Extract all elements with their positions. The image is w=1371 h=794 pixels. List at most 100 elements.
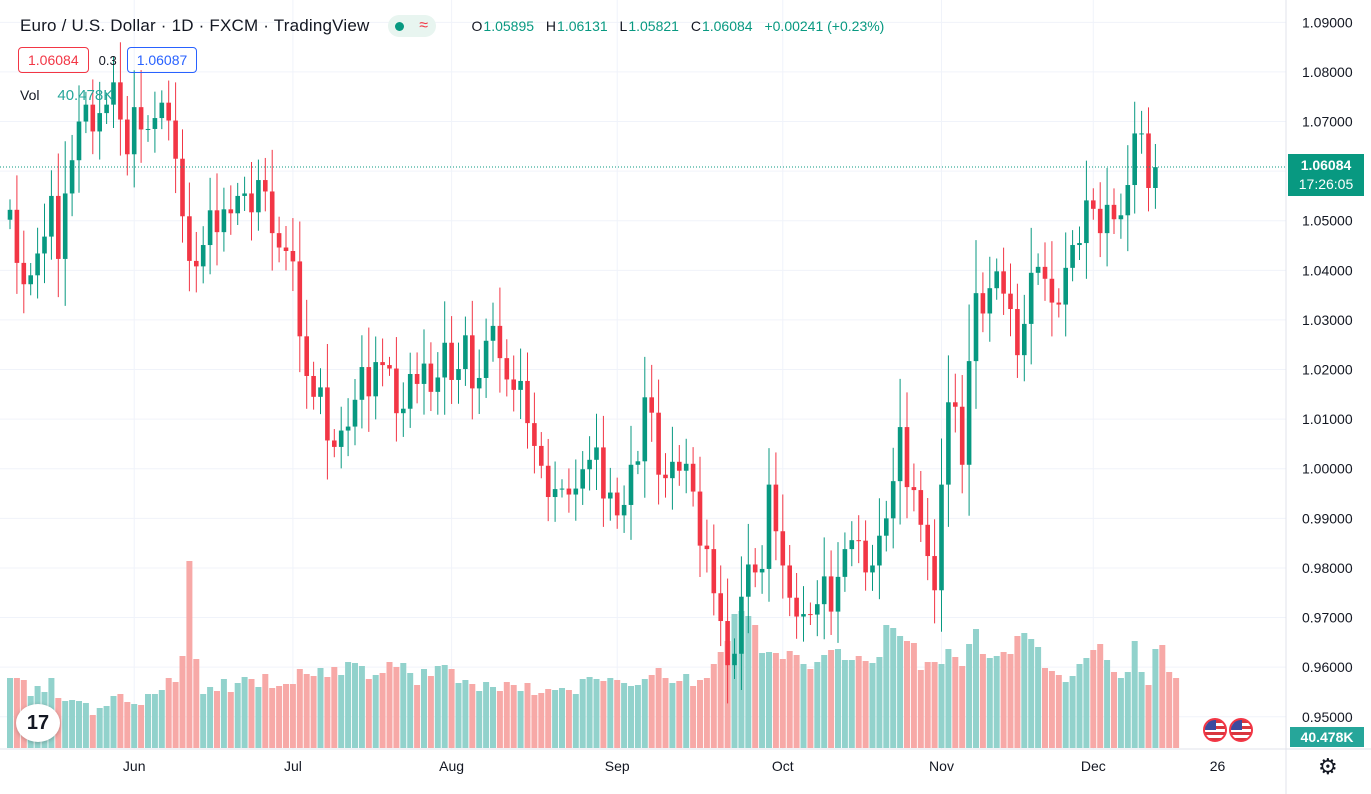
volume-bar: [800, 664, 807, 748]
market-open-dot-icon: [395, 21, 405, 31]
price-tick-label: 0.98000: [1302, 560, 1353, 576]
candle-body: [414, 374, 420, 384]
quote-row: 1.06084 0.3 1.06087: [18, 47, 198, 73]
volume-bar: [255, 687, 262, 748]
volume-bar: [234, 683, 241, 748]
volume-bar: [628, 686, 634, 748]
candle-body: [256, 180, 261, 213]
volume-bar: [986, 658, 993, 748]
volume-bar: [586, 677, 593, 748]
candle-body: [428, 363, 434, 392]
volume-bar: [517, 691, 524, 748]
volume-bar: [890, 628, 897, 748]
candle-body: [1001, 271, 1006, 294]
volume-bar: [200, 694, 207, 748]
candle-body: [828, 576, 834, 612]
volume-bar: [924, 662, 931, 748]
volume-bar: [483, 682, 490, 748]
candle-body: [918, 490, 924, 525]
candle-body: [980, 293, 986, 314]
candle-body: [732, 653, 737, 666]
volume-bar: [1062, 682, 1069, 748]
gear-icon[interactable]: ⚙: [1318, 754, 1338, 779]
sell-button[interactable]: 1.06084: [18, 47, 89, 73]
volume-bar: [1000, 652, 1007, 748]
candle-body: [1125, 185, 1131, 216]
volume-bar: [545, 689, 552, 748]
volume-bar: [786, 651, 793, 748]
candle-body: [1035, 266, 1041, 273]
candle-body: [939, 484, 944, 591]
candle-body: [794, 597, 799, 617]
tv-logo-icon[interactable]: 17: [16, 704, 60, 742]
volume-bar: [227, 692, 234, 748]
candle-body: [380, 362, 385, 366]
candle-body: [90, 104, 96, 132]
candle-body: [801, 614, 806, 617]
price-tick-label: 1.02000: [1302, 362, 1353, 378]
candle-body: [608, 492, 613, 499]
candle-body: [118, 82, 123, 120]
volume-bar: [772, 653, 779, 748]
volume-bar: [13, 678, 20, 748]
ohlc-low: 1.05821: [628, 18, 679, 34]
volume-bar: [621, 683, 628, 748]
candle-body: [7, 209, 13, 220]
candle-body: [959, 406, 965, 465]
volume-bar: [676, 681, 683, 748]
candle-body: [904, 427, 910, 488]
volume-bar: [945, 649, 952, 748]
candle-body: [1146, 133, 1151, 188]
candle-body: [138, 107, 144, 130]
candle-body: [739, 596, 744, 654]
volume-bar: [1042, 668, 1048, 748]
economic-events[interactable]: [1203, 718, 1255, 742]
buy-button[interactable]: 1.06087: [126, 47, 198, 73]
market-status-pill[interactable]: ≈: [387, 15, 436, 37]
us-flag-icon[interactable]: [1203, 718, 1227, 742]
candle-body: [953, 402, 958, 407]
candle-body: [759, 568, 765, 573]
us-flag-icon[interactable]: [1229, 718, 1253, 742]
candle-body: [263, 180, 268, 192]
volume-bar: [1166, 672, 1173, 748]
volume-bar: [538, 693, 545, 748]
candle-body: [987, 288, 993, 314]
volume-legend[interactable]: Vol 40.478K: [20, 87, 113, 104]
candle-body: [394, 368, 399, 414]
candle-body: [373, 362, 378, 397]
candle-body: [187, 216, 192, 261]
candle-body: [249, 193, 254, 213]
volume-bar: [1055, 675, 1062, 748]
candle-body: [884, 518, 889, 536]
candle-body: [42, 236, 47, 254]
volume-bar: [1159, 645, 1166, 748]
candle-body: [932, 556, 937, 591]
candle-body: [773, 484, 779, 532]
candle-body: [1111, 204, 1117, 220]
symbol-title[interactable]: Euro / U.S. Dollar · 1D · FXCM · Trading…: [20, 16, 370, 35]
volume-bar: [766, 652, 772, 748]
volume-bar: [1014, 636, 1021, 748]
candle-body: [573, 488, 579, 495]
candle-body: [1139, 133, 1144, 135]
price-tick-label: 1.01000: [1302, 411, 1353, 427]
volume-bar: [1124, 672, 1131, 748]
candle-body: [318, 387, 323, 397]
volume-bar: [365, 679, 372, 748]
candle-body: [994, 271, 999, 289]
volume-bar: [807, 669, 814, 748]
candle-body: [159, 102, 165, 119]
candle-body: [235, 195, 240, 214]
volume-bar: [565, 690, 572, 748]
candle-body: [407, 374, 413, 409]
price-tick-label: 1.09000: [1302, 14, 1353, 30]
candle-body: [808, 614, 813, 616]
volume-bar: [393, 667, 400, 748]
volume-bar: [910, 643, 917, 748]
candle-body: [835, 576, 841, 612]
volume-bar: [207, 687, 214, 748]
candle-body: [442, 342, 447, 378]
candle-body: [690, 463, 696, 492]
